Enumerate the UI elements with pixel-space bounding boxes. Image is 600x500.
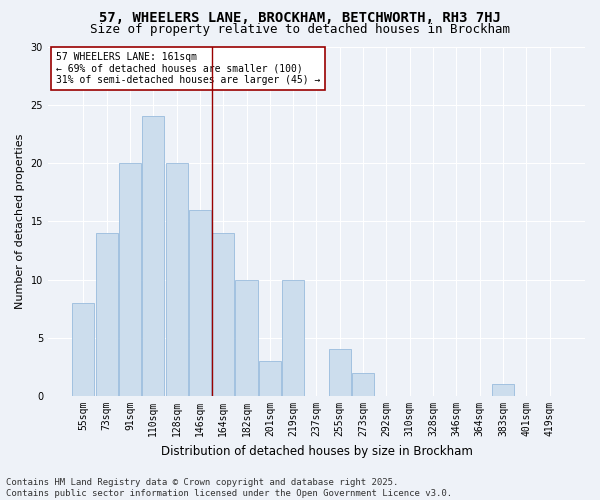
Bar — [212, 233, 235, 396]
Bar — [166, 163, 188, 396]
Bar — [259, 361, 281, 396]
Bar — [492, 384, 514, 396]
Bar — [329, 350, 351, 396]
Bar — [73, 303, 94, 396]
Text: Contains HM Land Registry data © Crown copyright and database right 2025.
Contai: Contains HM Land Registry data © Crown c… — [6, 478, 452, 498]
Bar — [119, 163, 141, 396]
Bar — [235, 280, 257, 396]
Y-axis label: Number of detached properties: Number of detached properties — [15, 134, 25, 309]
Bar — [352, 373, 374, 396]
Bar — [189, 210, 211, 396]
Bar — [142, 116, 164, 396]
X-axis label: Distribution of detached houses by size in Brockham: Distribution of detached houses by size … — [161, 444, 472, 458]
Text: 57 WHEELERS LANE: 161sqm
← 69% of detached houses are smaller (100)
31% of semi-: 57 WHEELERS LANE: 161sqm ← 69% of detach… — [56, 52, 320, 85]
Bar — [95, 233, 118, 396]
Text: Size of property relative to detached houses in Brockham: Size of property relative to detached ho… — [90, 22, 510, 36]
Text: 57, WHEELERS LANE, BROCKHAM, BETCHWORTH, RH3 7HJ: 57, WHEELERS LANE, BROCKHAM, BETCHWORTH,… — [99, 11, 501, 25]
Bar — [282, 280, 304, 396]
